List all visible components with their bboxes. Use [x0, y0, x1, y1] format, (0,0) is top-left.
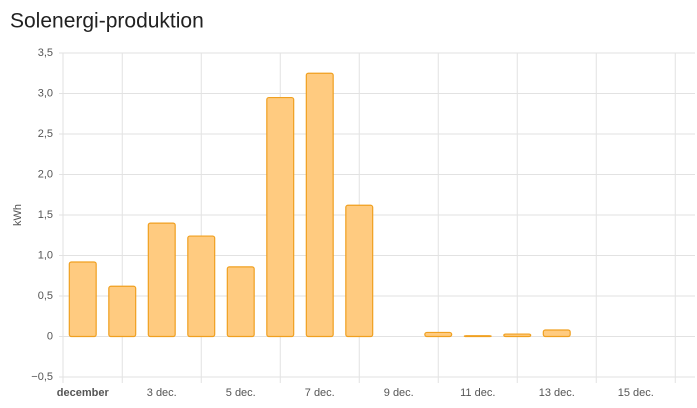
bar — [108, 285, 137, 338]
bar — [187, 235, 216, 338]
chart-title: Solenergi-produktion — [10, 10, 204, 33]
y-tick-label: 1,0 — [38, 249, 53, 261]
x-tick-label: december — [57, 387, 110, 399]
y-tick-label: 2,5 — [38, 128, 53, 140]
bar — [345, 204, 374, 338]
bar — [305, 72, 334, 338]
x-tick-label: 11 dec. — [460, 387, 495, 399]
x-tick-label: 7 dec. — [305, 387, 335, 399]
x-tick-label: 15 dec. — [618, 387, 654, 399]
y-tick-label: 0 — [47, 330, 53, 342]
x-tick-label: 3 dec. — [147, 387, 177, 399]
bar — [503, 333, 532, 338]
bar — [68, 261, 97, 338]
x-tick-label: 9 dec. — [384, 387, 414, 399]
y-tick-label: 3,5 — [38, 47, 53, 59]
bar — [266, 96, 295, 338]
y-tick-label: 2,0 — [38, 168, 53, 180]
bar — [542, 329, 571, 338]
bar — [424, 331, 453, 338]
y-tick-label: −0,5 — [31, 371, 53, 383]
x-tick-label: 5 dec. — [226, 387, 256, 399]
bar — [226, 266, 255, 338]
y-axis-label: kWh — [12, 204, 24, 226]
bar — [147, 222, 176, 338]
y-tick-label: 3,0 — [38, 87, 53, 99]
y-tick-label: 1,5 — [38, 209, 53, 221]
x-tick-label: 13 dec. — [539, 387, 575, 399]
bar — [463, 335, 492, 338]
y-tick-label: 0,5 — [38, 290, 53, 302]
